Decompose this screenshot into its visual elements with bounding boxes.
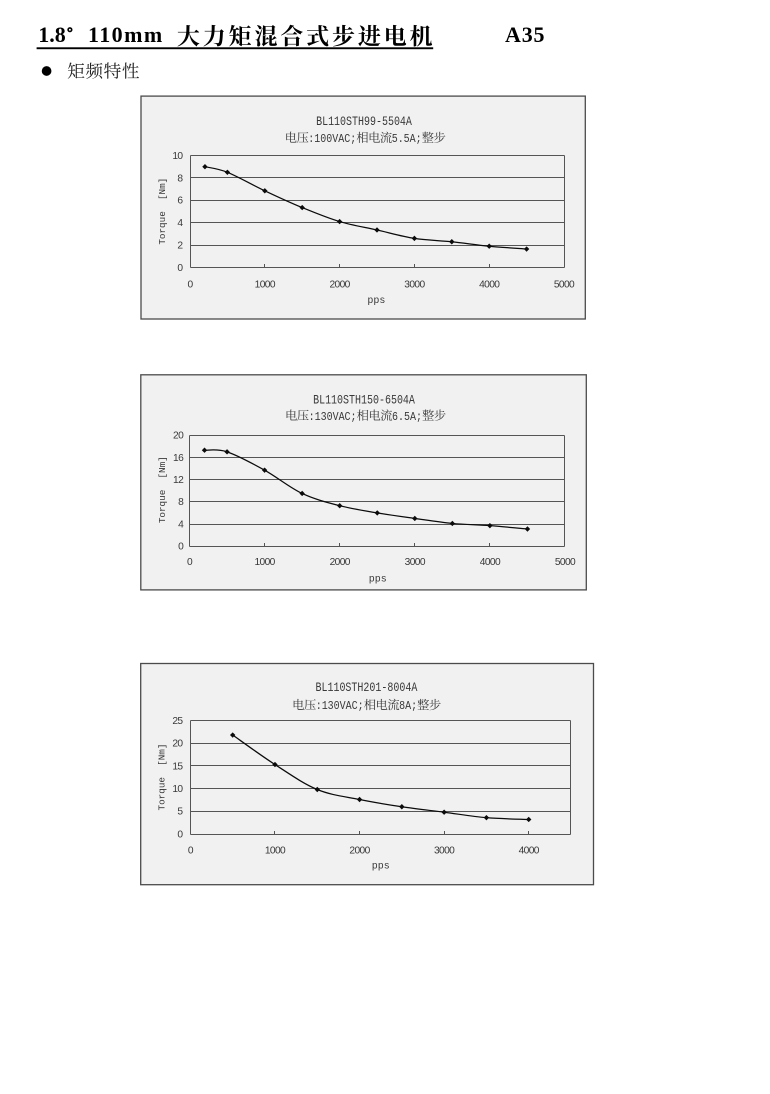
svg-text:3000: 3000 xyxy=(434,845,455,856)
svg-text:6.5A;: 6.5A; xyxy=(392,411,422,424)
svg-text:8A;: 8A; xyxy=(399,701,417,714)
svg-text:5.5A;: 5.5A; xyxy=(392,133,422,146)
svg-text:4: 4 xyxy=(178,519,184,530)
svg-text:15: 15 xyxy=(172,761,183,772)
svg-text:6: 6 xyxy=(177,196,183,207)
svg-text:1000: 1000 xyxy=(255,280,276,291)
svg-text:0: 0 xyxy=(178,542,184,553)
svg-text:4000: 4000 xyxy=(479,280,500,291)
svg-text:16: 16 xyxy=(173,453,184,464)
svg-text:1000: 1000 xyxy=(265,845,286,856)
svg-text:1.8: 1.8 xyxy=(38,22,65,47)
svg-text:4000: 4000 xyxy=(480,557,501,568)
svg-text:8: 8 xyxy=(178,497,184,508)
svg-text:0: 0 xyxy=(177,263,183,274)
svg-text::130VAC;: :130VAC; xyxy=(316,701,364,714)
svg-text:pps: pps xyxy=(367,296,385,307)
svg-text:0: 0 xyxy=(187,280,193,291)
svg-text:20: 20 xyxy=(173,431,184,442)
svg-text:2000: 2000 xyxy=(330,557,351,568)
svg-text:pps: pps xyxy=(369,575,387,586)
svg-text:5000: 5000 xyxy=(555,557,576,568)
svg-text:BL110STH99-5504A: BL110STH99-5504A xyxy=(316,116,412,129)
svg-text:Torque [Nm]: Torque [Nm] xyxy=(157,178,168,245)
svg-text:0: 0 xyxy=(177,829,183,840)
svg-text:10: 10 xyxy=(172,151,183,162)
svg-text:4: 4 xyxy=(177,218,183,229)
svg-text:2: 2 xyxy=(177,241,183,252)
svg-text:25: 25 xyxy=(172,716,183,727)
svg-text:A35: A35 xyxy=(505,22,545,47)
svg-text:pps: pps xyxy=(372,862,390,873)
svg-text::130VAC;: :130VAC; xyxy=(309,411,357,424)
svg-text:BL110STH201-8004A: BL110STH201-8004A xyxy=(315,682,417,695)
svg-text:5000: 5000 xyxy=(554,280,575,291)
svg-text:2000: 2000 xyxy=(349,845,370,856)
svg-text:10: 10 xyxy=(172,784,183,795)
svg-text:5: 5 xyxy=(177,807,183,818)
svg-text:8: 8 xyxy=(177,173,183,184)
svg-text:20: 20 xyxy=(172,739,183,750)
svg-text:Torque [Nm]: Torque [Nm] xyxy=(157,744,168,811)
svg-text:110mm: 110mm xyxy=(88,22,164,47)
svg-text:3000: 3000 xyxy=(404,280,425,291)
svg-text:0: 0 xyxy=(187,557,193,568)
svg-text:2000: 2000 xyxy=(329,280,350,291)
svg-text:4000: 4000 xyxy=(519,845,540,856)
svg-text:12: 12 xyxy=(173,475,184,486)
svg-text:1000: 1000 xyxy=(254,557,275,568)
svg-text:BL110STH150-6504A: BL110STH150-6504A xyxy=(313,394,415,407)
svg-text::100VAC;: :100VAC; xyxy=(308,133,356,146)
svg-text:0: 0 xyxy=(188,845,194,856)
svg-text:Torque [Nm]: Torque [Nm] xyxy=(157,456,168,523)
svg-text:3000: 3000 xyxy=(405,557,426,568)
